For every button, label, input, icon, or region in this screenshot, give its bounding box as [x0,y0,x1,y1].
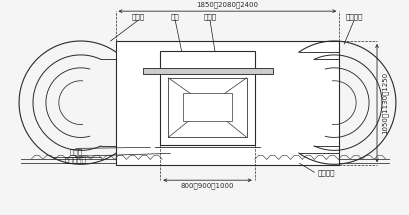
Text: 笱形主骨架: 笱形主骨架 [65,156,86,163]
Text: 泛水板: 泛水板 [69,148,82,155]
Bar [183,93,231,121]
Bar [168,78,246,137]
Text: 凹凸花纹: 凹凸花纹 [344,14,362,20]
Text: 防雨板(FRP) 电动阀板: 防雨板(FRP) 电动阀板 [186,54,237,61]
Text: 倘脋架: 倘脋架 [203,14,216,20]
Bar [160,51,254,145]
Text: 拉杆: 拉杆 [171,14,179,20]
Text: 1850、2080、2400: 1850、2080、2400 [196,2,258,8]
Text: 800、900、1000: 800、900、1000 [180,182,234,189]
Text: 1050、1130、1250: 1050、1130、1250 [381,72,388,134]
Text: 屋面横条: 屋面横条 [317,169,334,176]
Text: 外护板: 外护板 [132,14,145,20]
Bar [115,41,338,165]
Bar [143,68,272,74]
